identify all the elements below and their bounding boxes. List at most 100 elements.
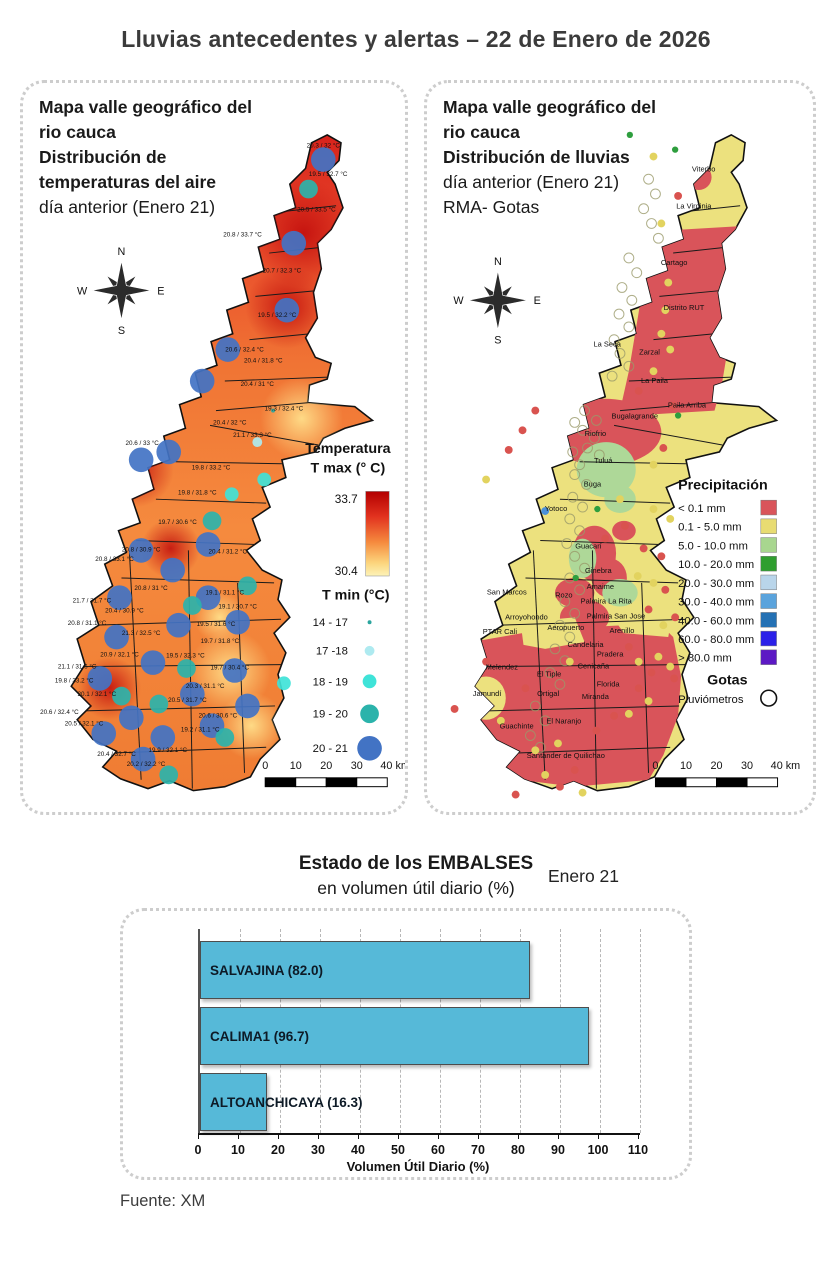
tmin-station-circle xyxy=(202,511,222,531)
rain-dot xyxy=(644,697,653,705)
temperature-value-label: 20.6 / 32.4 °C xyxy=(225,346,264,354)
temperature-value-label: 20.8 / 31.1 °C xyxy=(68,619,107,627)
temperature-value-label: 20.7 / 32.3 °C xyxy=(263,267,302,275)
rain-subtitle2: RMA- Gotas xyxy=(443,197,540,217)
pluviometer-icon xyxy=(554,678,566,690)
legend-class-swatch xyxy=(760,649,777,665)
rain-dot xyxy=(659,444,668,452)
pluviometer-icon xyxy=(529,700,541,712)
place-name-label: La Paila xyxy=(641,376,669,385)
temperature-value-label: 21.3 / 32.5 °C xyxy=(122,629,161,637)
rain-dot xyxy=(674,191,683,200)
tmin-station-circle xyxy=(107,585,132,610)
pluviometer-icon xyxy=(579,562,590,574)
pluviometer-icon xyxy=(564,631,576,643)
temperature-value-label: 20.6 / 30.6 °C xyxy=(199,712,238,720)
rain-dot xyxy=(634,684,643,693)
legend-class-label: 5.0 - 10.0 mm xyxy=(678,540,748,552)
tmin-station-circle xyxy=(215,728,235,747)
place-name-label: Distrito RUT xyxy=(664,303,705,312)
temperature-value-label: 20.6 / 33 °C xyxy=(125,439,159,447)
legend-class-swatch xyxy=(760,630,777,647)
place-name-label: Cartago xyxy=(661,258,688,267)
tmin-station-circle xyxy=(177,659,196,678)
temperature-value-label: 21.1 / 31.6 °C xyxy=(58,663,97,671)
pluviometer-icon xyxy=(574,584,586,596)
temperature-value-label: 20.8 / 33.1 °C xyxy=(95,555,134,563)
temperature-value-label: 20.3 / 31.1 °C xyxy=(186,682,225,690)
pluviometer-icon xyxy=(577,424,588,436)
scale-tick: 30 xyxy=(351,760,363,772)
place-name-label: Melendez xyxy=(486,663,519,672)
rain-dot xyxy=(634,657,643,666)
tmin-station-circle xyxy=(149,694,169,714)
temperature-value-label: 19.8 / 33.2 °C xyxy=(55,676,94,684)
temperature-legend: Temperatura T max (° C) 33.7 30.4 T min (°C)… xyxy=(305,441,392,761)
place-name-label: Amaime xyxy=(587,582,614,591)
rain-dot xyxy=(657,219,666,228)
tmin-station-circle xyxy=(222,658,247,683)
tmin-station-circle xyxy=(281,230,307,256)
rain-dot xyxy=(657,329,666,338)
x-tick-label: 20 xyxy=(271,1143,285,1157)
temperature-value-label: 20.5 / 32.1 °C xyxy=(65,720,104,728)
legend-class-symbol xyxy=(367,620,372,625)
tick-mark xyxy=(478,1133,479,1139)
tmin-station-circle xyxy=(118,705,144,731)
pluviometer-icon xyxy=(577,501,588,513)
scale-tick: 0 xyxy=(262,760,268,772)
rain-dot xyxy=(531,406,540,415)
rain-dot xyxy=(616,495,624,504)
rain-dot xyxy=(670,674,679,683)
tmin-station-circle xyxy=(159,765,179,785)
tick-mark xyxy=(438,1133,439,1139)
legend-class-label: 40.0 - 60.0 mm xyxy=(678,615,754,627)
pluviometer-icon xyxy=(581,479,592,490)
tick-mark xyxy=(518,1133,519,1139)
rain-dot xyxy=(669,401,678,410)
rain-dot xyxy=(504,446,513,454)
bar-label: CALIMA1 (96.7) xyxy=(210,1028,310,1044)
tmin-station-circle xyxy=(130,746,156,772)
tmin-station-circle xyxy=(224,487,239,502)
temperature-value-label: 19.5 / 32.3 °C xyxy=(166,652,205,660)
tick-mark xyxy=(638,1133,639,1139)
rain-dot xyxy=(610,711,619,720)
tmin-station-circle xyxy=(166,612,191,638)
place-name-label: Bugalagrande xyxy=(612,411,659,420)
legend-class-symbol xyxy=(360,704,379,724)
pluviometer-icon xyxy=(643,173,654,185)
pluviometer-icon xyxy=(564,513,576,525)
pluviometer-icon xyxy=(579,405,590,416)
temp-title-line: rio cauca xyxy=(39,122,116,142)
pluviometer-icon xyxy=(544,667,556,678)
legend-class-symbol xyxy=(364,645,375,656)
rain-dot xyxy=(671,146,679,153)
tick-mark xyxy=(398,1133,399,1139)
rain-dot xyxy=(649,460,658,469)
tmin-station-circle xyxy=(112,686,131,706)
rain-dots xyxy=(450,131,683,799)
x-axis-title: Volumen Útil Diario (%) xyxy=(346,1159,490,1174)
legend-tmin-heading: T min (°C) xyxy=(322,588,390,604)
legend-class-swatch xyxy=(760,612,777,628)
x-tick-label: 40 xyxy=(351,1143,365,1157)
rain-dot xyxy=(661,306,670,315)
place-name-label: Arenillo xyxy=(610,626,635,635)
rain-title-line: Mapa valle geográfico del xyxy=(443,97,656,117)
place-name-label: Jamundí xyxy=(473,689,503,698)
temperature-value-label: 19.5 / 32.2 °C xyxy=(258,311,297,319)
rain-dot xyxy=(541,770,550,779)
temperature-value-label: 19.7 / 30.4 °C xyxy=(210,664,249,672)
x-tick-label: 110 xyxy=(627,1143,649,1157)
legend-class-swatch xyxy=(760,499,777,516)
rain-dot xyxy=(541,507,550,515)
legend-class-label: 60.0 - 80.0 mm xyxy=(678,634,754,646)
tmin-station-circle xyxy=(271,408,276,413)
scale-end-label: 40 km xyxy=(771,760,801,772)
x-tick-label: 10 xyxy=(231,1143,245,1157)
rain-dot xyxy=(624,709,633,718)
pluviometer-icon xyxy=(574,459,586,471)
legend-class-label: > 80.0 mm xyxy=(678,653,732,665)
pluviometer-icon xyxy=(554,619,566,631)
